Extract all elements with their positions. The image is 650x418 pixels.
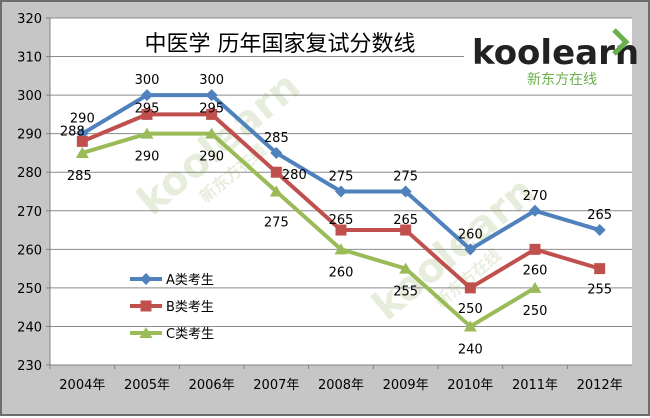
data-label: 240 — [458, 342, 483, 357]
y-tick-labels: 230 240 250 260 270 280 290 300 310 320 — [17, 12, 42, 374]
x-tick-labels: 2004年 2005年 2006年 2007年 2008年 2009年 2010年 2011年… — [59, 378, 622, 393]
data-point — [140, 273, 152, 285]
data-point — [269, 185, 283, 197]
series-2 — [75, 127, 542, 332]
data-point — [399, 262, 413, 274]
y-tick-label: 280 — [17, 166, 42, 181]
data-point — [139, 327, 153, 338]
x-tick-label: 2005年 — [124, 378, 170, 393]
series-lines — [75, 89, 606, 332]
data-label: 300 — [135, 73, 160, 88]
data-label: 275 — [264, 216, 289, 231]
logo-wordmark: koolearn — [472, 33, 639, 73]
data-label: 255 — [393, 285, 418, 300]
data-label: 275 — [393, 170, 418, 185]
data-point — [464, 243, 477, 256]
data-point — [270, 146, 283, 159]
x-tick-label: 2006年 — [189, 378, 235, 393]
x-tick-label: 2007年 — [253, 378, 299, 393]
data-point — [594, 263, 606, 275]
data-label: 265 — [587, 208, 612, 223]
data-label: 270 — [523, 189, 548, 204]
data-label: 300 — [199, 73, 224, 88]
y-tick-label: 310 — [17, 51, 42, 66]
series-line — [81, 131, 537, 329]
data-label: 250 — [458, 302, 483, 317]
data-label: 260 — [329, 265, 354, 280]
axes — [49, 18, 632, 366]
data-label: 275 — [329, 170, 354, 185]
legend-label: A类考生 — [166, 273, 214, 288]
data-labels: 290 300 300 285 275 275 260 270 265 288 295 295 280 2… — [60, 73, 612, 357]
data-point — [335, 185, 347, 198]
x-tick-label: 2010年 — [447, 378, 493, 393]
legend-item: B类考生 — [130, 300, 214, 315]
data-label: 255 — [587, 283, 612, 298]
koolearn-logo: koolearn 新东方在线 — [464, 20, 639, 94]
data-point — [463, 320, 477, 332]
x-tick-label: 2012年 — [577, 378, 623, 393]
data-point — [206, 108, 218, 120]
data-point — [529, 243, 541, 255]
data-point — [205, 89, 218, 102]
data-point — [140, 300, 152, 312]
y-tick-label: 240 — [17, 320, 42, 335]
data-point — [335, 224, 347, 236]
series-1 — [76, 108, 606, 294]
y-tick-label: 320 — [17, 12, 42, 27]
data-point — [528, 281, 542, 293]
y-tick-label: 260 — [17, 243, 42, 258]
data-point — [141, 108, 153, 120]
logo-tagline: 新东方在线 — [527, 72, 597, 88]
legend: A类考生 B类考生 C类考生 — [130, 273, 214, 342]
logo-arrow-icon — [612, 28, 630, 56]
legend-item: A类考生 — [130, 273, 214, 288]
y-tick-label: 230 — [17, 359, 42, 374]
series-0 — [76, 89, 606, 256]
data-label: 250 — [523, 304, 548, 319]
legend-label: B类考生 — [166, 300, 214, 315]
x-tick-label: 2008年 — [318, 378, 364, 393]
data-point — [334, 243, 348, 255]
x-tick-label: 2011年 — [512, 378, 558, 393]
data-label: 295 — [199, 101, 224, 116]
data-point — [141, 89, 153, 102]
data-label: 295 — [135, 101, 160, 116]
y-tick-label: 250 — [17, 282, 42, 297]
y-tick-label: 290 — [17, 128, 42, 143]
data-point — [76, 135, 88, 147]
legend-item: C类考生 — [130, 327, 214, 342]
data-label: 265 — [329, 213, 354, 228]
data-label: 260 — [458, 227, 483, 242]
data-point — [399, 185, 412, 198]
logo-background — [464, 20, 632, 94]
data-point — [593, 224, 606, 237]
data-point — [529, 204, 541, 217]
data-label: 290 — [135, 150, 160, 165]
data-label: 265 — [393, 213, 418, 228]
data-label: 290 — [199, 150, 224, 165]
data-point — [464, 282, 476, 294]
x-tick-label: 2004年 — [59, 378, 105, 393]
legend-label: C类考生 — [166, 327, 214, 342]
x-tick-label: 2009年 — [383, 378, 429, 393]
data-point — [205, 127, 219, 139]
data-label: 285 — [67, 169, 92, 184]
chart-title: 中医学 历年国家复试分数线 — [145, 32, 416, 57]
data-label: 290 — [70, 112, 95, 127]
data-point — [140, 127, 154, 139]
data-label: 288 — [60, 124, 85, 139]
data-point — [270, 166, 282, 178]
data-label: 260 — [523, 263, 548, 278]
data-label: 285 — [264, 131, 289, 146]
y-tick-label: 300 — [17, 89, 42, 104]
data-label: 280 — [282, 168, 307, 183]
y-tick-label: 270 — [17, 205, 42, 220]
data-point — [400, 224, 412, 236]
data-point — [75, 146, 89, 158]
